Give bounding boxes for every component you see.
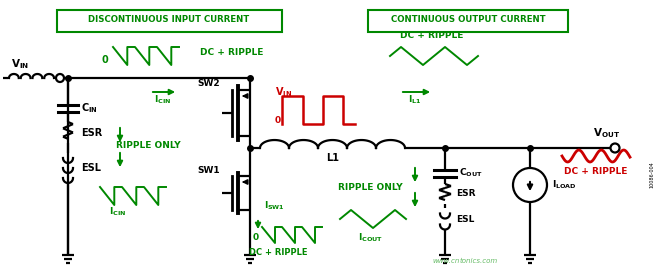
Text: 10086-004: 10086-004 (649, 162, 655, 188)
Text: $\mathbf{V_{IN}}$: $\mathbf{V_{IN}}$ (275, 85, 292, 99)
Text: $\mathbf{C_{IN}}$: $\mathbf{C_{IN}}$ (81, 101, 98, 115)
Text: $\mathbf{I_{SW1}}$: $\mathbf{I_{SW1}}$ (264, 199, 285, 211)
Text: RIPPLE ONLY: RIPPLE ONLY (116, 141, 180, 150)
Text: 0: 0 (253, 233, 259, 242)
Text: $\mathbf{I_{L1}}$: $\mathbf{I_{L1}}$ (409, 94, 422, 106)
Text: CONTINUOUS OUTPUT CURRENT: CONTINUOUS OUTPUT CURRENT (391, 15, 545, 23)
Text: ESL: ESL (81, 163, 101, 173)
Text: DISCONTINUOUS INPUT CURRENT: DISCONTINUOUS INPUT CURRENT (88, 15, 249, 23)
Circle shape (513, 168, 547, 202)
Text: www.cn: www.cn (432, 258, 460, 264)
Text: DC + RIPPLE: DC + RIPPLE (565, 167, 628, 176)
Text: DC + RIPPLE: DC + RIPPLE (200, 48, 263, 57)
Text: tonics.com: tonics.com (460, 258, 498, 264)
Text: $\mathbf{C_{OUT}}$: $\mathbf{C_{OUT}}$ (459, 167, 482, 179)
Text: 0: 0 (275, 116, 281, 125)
Text: $\mathbf{I_{CIN}}$: $\mathbf{I_{CIN}}$ (155, 94, 172, 106)
Text: $\mathbf{V_{IN}}$: $\mathbf{V_{IN}}$ (11, 57, 29, 71)
Text: DC + RIPPLE: DC + RIPPLE (400, 31, 463, 40)
Text: L1: L1 (326, 153, 339, 163)
Text: 0: 0 (101, 55, 109, 65)
Text: $\mathbf{I_{LOAD}}$: $\mathbf{I_{LOAD}}$ (552, 179, 576, 191)
Text: ESR: ESR (81, 127, 102, 137)
Text: SW2: SW2 (197, 79, 220, 88)
Bar (57, 10, 282, 32)
Text: $\mathbf{V_{OUT}}$: $\mathbf{V_{OUT}}$ (594, 126, 620, 140)
Text: SW1: SW1 (197, 166, 220, 175)
Text: DC + RIPPLE: DC + RIPPLE (249, 248, 307, 257)
Circle shape (611, 143, 619, 153)
Text: $\mathbf{I_{CIN}}$: $\mathbf{I_{CIN}}$ (109, 206, 126, 218)
Bar (368, 10, 568, 32)
Text: ESL: ESL (456, 214, 474, 224)
Text: $\mathbf{I_{COUT}}$: $\mathbf{I_{COUT}}$ (357, 231, 382, 244)
Text: ESR: ESR (456, 190, 476, 198)
Text: RIPPLE ONLY: RIPPLE ONLY (338, 183, 402, 192)
Circle shape (56, 74, 64, 82)
